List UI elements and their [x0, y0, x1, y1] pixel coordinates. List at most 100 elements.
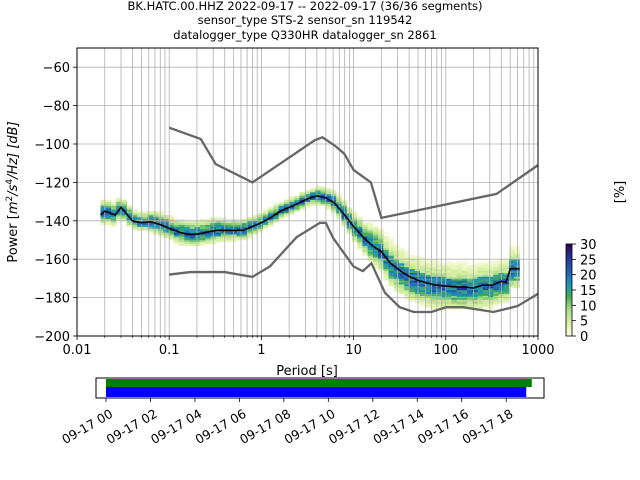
heatmap-cell [393, 280, 400, 283]
heatmap-cell [257, 213, 264, 216]
heatmap-cell [477, 297, 484, 300]
heatmap-cell [278, 216, 285, 220]
heatmap-cell [430, 263, 437, 266]
heatmap-cell [184, 241, 190, 245]
heatmap-cell [372, 241, 379, 245]
heatmap-cell [231, 228, 237, 231]
heatmap-cell [105, 213, 112, 216]
heatmap-cell [362, 232, 368, 235]
heatmap-cell [451, 303, 457, 306]
heatmap-cell [503, 282, 510, 285]
heatmap-cell [482, 286, 489, 289]
heatmap-cell [409, 264, 416, 268]
heatmap-cell [173, 220, 180, 224]
heatmap-cell [430, 289, 437, 293]
heatmap-cell [205, 240, 211, 243]
heatmap-cell [367, 232, 374, 235]
heatmap-cell [367, 247, 374, 250]
heatmap-cell [126, 211, 133, 214]
heatmap-cell [430, 268, 437, 272]
heatmap-cell [388, 255, 395, 258]
heatmap-cell [425, 297, 431, 300]
heatmap-cell [294, 205, 300, 208]
heatmap-cell [283, 205, 290, 208]
heatmap-cell [100, 199, 107, 202]
heatmap-cell [482, 264, 489, 268]
heatmap-cell [137, 211, 143, 214]
heatmap-cell [414, 280, 421, 283]
heatmap-cell [393, 251, 400, 254]
heatmap-cell [131, 209, 138, 212]
heatmap-cell [184, 228, 190, 231]
heatmap-cell [179, 218, 185, 222]
heatmap-cell [514, 270, 520, 273]
heatmap-cell [409, 293, 416, 296]
heatmap-cell [330, 203, 337, 206]
heatmap-cell [477, 272, 484, 275]
heatmap-cell [430, 297, 437, 300]
heatmap-cell [247, 218, 253, 222]
heatmap-cell [488, 293, 494, 296]
heatmap-cell [351, 230, 358, 233]
heatmap-cell [357, 224, 363, 227]
heatmap-cell [461, 280, 468, 283]
heatmap-cell [126, 224, 133, 227]
heatmap-cell [163, 232, 169, 235]
heatmap-cell [493, 272, 499, 275]
heatmap-cell [467, 301, 473, 304]
heatmap-cell [105, 205, 112, 208]
heatmap-cell [399, 249, 405, 252]
heatmap-cell [488, 289, 494, 293]
heatmap-cell [184, 222, 190, 225]
heatmap-cell [105, 209, 112, 212]
heatmap-cell [435, 307, 442, 310]
heatmap-cell [435, 291, 442, 295]
heatmap-cell [184, 240, 190, 243]
heatmap-cell [111, 218, 117, 222]
x-tick-label: 10 [345, 343, 362, 358]
heatmap-cell [194, 222, 201, 225]
heatmap-cell [425, 270, 431, 273]
heatmap-cell [509, 264, 515, 268]
heatmap-cell [488, 299, 494, 302]
heatmap-cell [111, 222, 117, 225]
heatmap-cell [514, 261, 520, 264]
heatmap-cell [409, 263, 416, 266]
heatmap-cell [194, 228, 201, 231]
heatmap-cell [100, 216, 107, 220]
heatmap-cell [477, 307, 484, 310]
heatmap-cell [351, 222, 358, 225]
heatmap-cell [414, 270, 421, 273]
heatmap-cell [226, 222, 232, 225]
heatmap-cell [440, 282, 447, 285]
heatmap-cell [189, 224, 196, 227]
heatmap-cell [351, 234, 358, 237]
heatmap-cell [215, 236, 222, 239]
heatmap-cell [121, 215, 128, 218]
heatmap-cell [430, 288, 437, 291]
heatmap-cell [362, 234, 368, 237]
heatmap-cell [383, 249, 389, 252]
heatmap-cell [440, 295, 447, 298]
heatmap-cell [194, 243, 201, 247]
heatmap-cell [378, 236, 384, 239]
heatmap-cell [446, 268, 452, 272]
heatmap-cell [503, 299, 510, 302]
heatmap-cell [289, 195, 295, 199]
heatmap-cell [451, 301, 457, 304]
heatmap-cell [372, 259, 379, 262]
heatmap-cell [404, 249, 410, 252]
heatmap-cell [341, 220, 347, 224]
heatmap-cell [362, 253, 368, 256]
heatmap-cell [509, 268, 515, 272]
heatmap-cell [330, 205, 337, 208]
heatmap-cell [420, 276, 426, 279]
heatmap-cell [477, 270, 484, 273]
heatmap-cell [189, 236, 196, 239]
heatmap-cell [404, 291, 410, 295]
heatmap-cell [388, 270, 395, 273]
heatmap-cell [330, 207, 337, 210]
heatmap-cell [179, 238, 185, 241]
heatmap-cell [472, 284, 478, 287]
heatmap-cell [236, 220, 243, 224]
